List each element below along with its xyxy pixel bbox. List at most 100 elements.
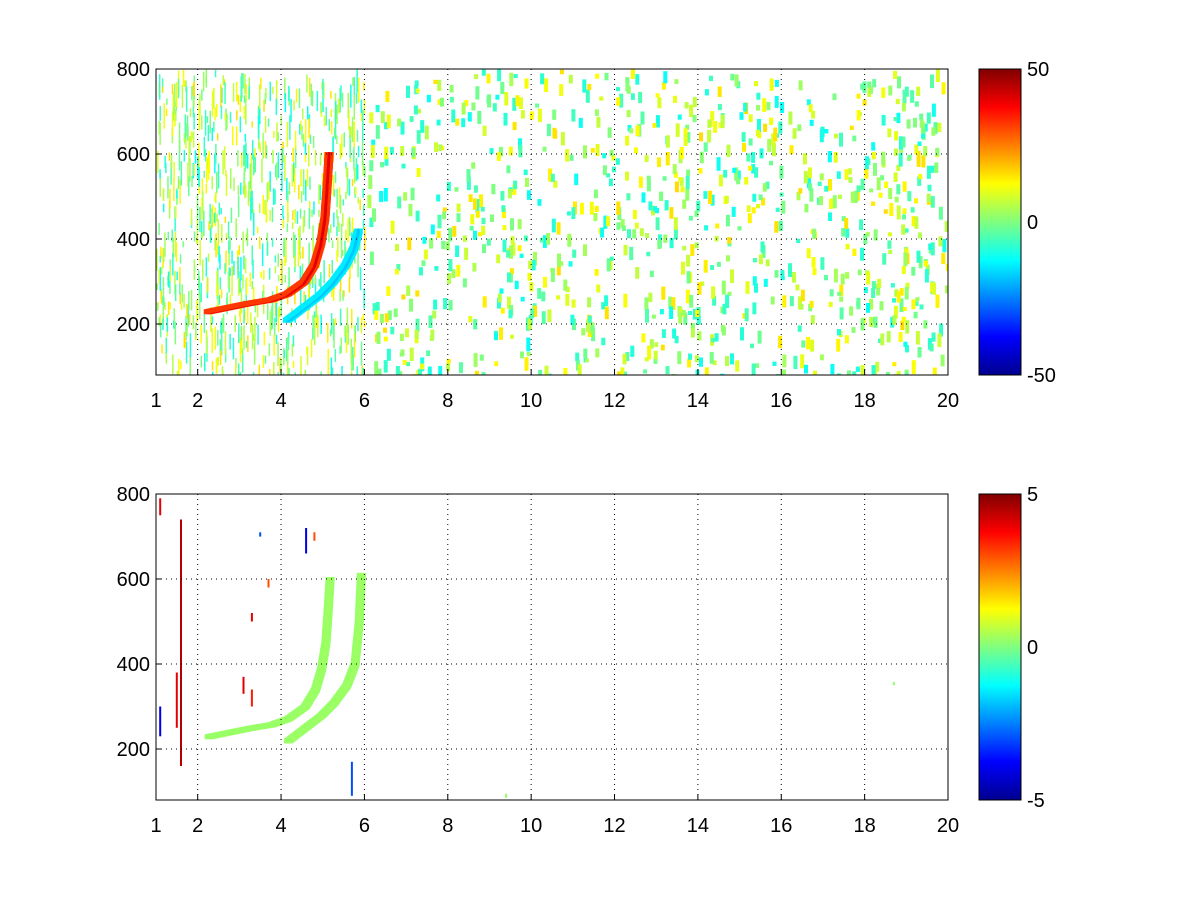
heatmap-cell <box>167 231 169 241</box>
heatmap-cell <box>574 173 579 186</box>
colorbar-tick-label: 0 <box>1027 212 1038 234</box>
heatmap-cell <box>533 305 538 317</box>
heatmap-cell <box>511 242 516 256</box>
ridge-cell <box>358 611 362 617</box>
heatmap-cell <box>800 289 805 302</box>
heatmap-cell <box>732 167 737 173</box>
heatmap-cell <box>221 224 223 243</box>
heatmap-cell <box>272 86 274 94</box>
heatmap-cell <box>632 209 637 219</box>
heatmap-cell <box>583 244 587 257</box>
heatmap-cell <box>236 110 238 121</box>
heatmap-cell <box>253 154 255 176</box>
heatmap-cell <box>411 147 416 158</box>
heatmap-cell <box>839 296 844 302</box>
heatmap-cell <box>173 308 175 322</box>
heatmap-cell <box>357 317 359 332</box>
heatmap-cell <box>268 268 271 280</box>
ridge-cell <box>361 606 365 612</box>
heatmap-cell <box>712 295 717 306</box>
heatmap-cell <box>370 144 375 158</box>
colorbar-tick-label: 0 <box>1027 637 1038 659</box>
heatmap-cell <box>550 173 555 182</box>
heatmap-cell <box>504 92 509 106</box>
heatmap-cell <box>700 281 705 286</box>
heatmap-cell <box>245 84 247 102</box>
heatmap-cell <box>468 316 473 323</box>
heatmap-cell <box>328 229 330 243</box>
heatmap-cell <box>198 106 201 131</box>
heatmap-cell <box>327 323 329 343</box>
heatmap-cell <box>221 366 224 375</box>
heatmap-cell <box>397 118 402 127</box>
heatmap-cell <box>218 295 221 305</box>
heatmap-cell <box>363 82 365 91</box>
heatmap-cell <box>214 238 216 251</box>
heatmap-cell <box>442 211 447 220</box>
heatmap-cell <box>245 185 247 197</box>
heatmap-cell <box>635 267 640 279</box>
heatmap-cell <box>263 331 266 346</box>
heatmap-cell <box>300 120 302 131</box>
heatmap-cell <box>323 260 325 284</box>
heatmap-cell <box>546 123 551 137</box>
heatmap-cell <box>452 226 457 237</box>
heatmap-cell <box>262 132 264 159</box>
heatmap-cell <box>846 370 851 375</box>
heatmap-cell <box>499 146 503 157</box>
heatmap-cell <box>553 180 558 188</box>
heatmap-cell <box>224 82 226 105</box>
heatmap-cell <box>489 148 494 154</box>
heatmap-cell <box>916 151 921 156</box>
heatmap-cell <box>313 201 315 215</box>
heatmap-cell <box>161 86 164 93</box>
heatmap-cell <box>288 367 290 375</box>
heatmap-cell <box>166 98 168 105</box>
heatmap-cell <box>245 277 248 295</box>
heatmap-cell <box>181 84 184 108</box>
heatmap-cell <box>500 81 505 95</box>
heatmap-cell <box>778 121 783 134</box>
heatmap-cell <box>754 81 758 87</box>
heatmap-cell <box>655 93 660 98</box>
heatmap-cell <box>198 180 201 195</box>
heatmap-cell <box>175 109 177 121</box>
ridge-cell <box>356 585 360 591</box>
heatmap-cell <box>930 242 935 256</box>
heatmap-cell <box>343 132 345 148</box>
heatmap-cell <box>266 241 269 256</box>
heatmap-cell <box>334 349 337 362</box>
heatmap-cell <box>916 154 921 167</box>
heatmap-cell <box>748 114 753 123</box>
heatmap-cell <box>262 195 264 214</box>
heatmap-cell <box>759 148 764 159</box>
heatmap-cell <box>887 128 892 138</box>
heatmap-cell <box>673 227 678 240</box>
heatmap-cell <box>568 74 573 84</box>
heatmap-cell <box>659 191 664 201</box>
heatmap-cell <box>205 257 208 277</box>
heatmap-cell <box>201 232 203 239</box>
heatmap-cell <box>296 211 299 224</box>
heatmap-cell <box>543 276 547 288</box>
heatmap-cell <box>782 354 787 368</box>
heatmap-cell <box>279 357 281 373</box>
heatmap-cell <box>841 216 846 222</box>
heatmap-cell <box>360 322 363 334</box>
spike-mark <box>159 498 162 516</box>
heatmap-cell <box>509 268 514 275</box>
heatmap-cell <box>229 236 231 251</box>
heatmap-cell <box>605 216 610 227</box>
heatmap-cell <box>164 155 166 169</box>
heatmap-cell <box>482 244 486 253</box>
heatmap-cell <box>756 92 761 100</box>
heatmap-cell <box>405 328 409 338</box>
heatmap-cell <box>247 303 249 324</box>
heatmap-cell <box>302 169 305 195</box>
heatmap-cell <box>253 342 256 365</box>
x-tick-label: 14 <box>687 390 709 412</box>
heatmap-cell <box>311 90 314 107</box>
heatmap-cell <box>852 135 857 142</box>
heatmap-cell <box>360 317 363 328</box>
spike-mark <box>313 532 316 541</box>
